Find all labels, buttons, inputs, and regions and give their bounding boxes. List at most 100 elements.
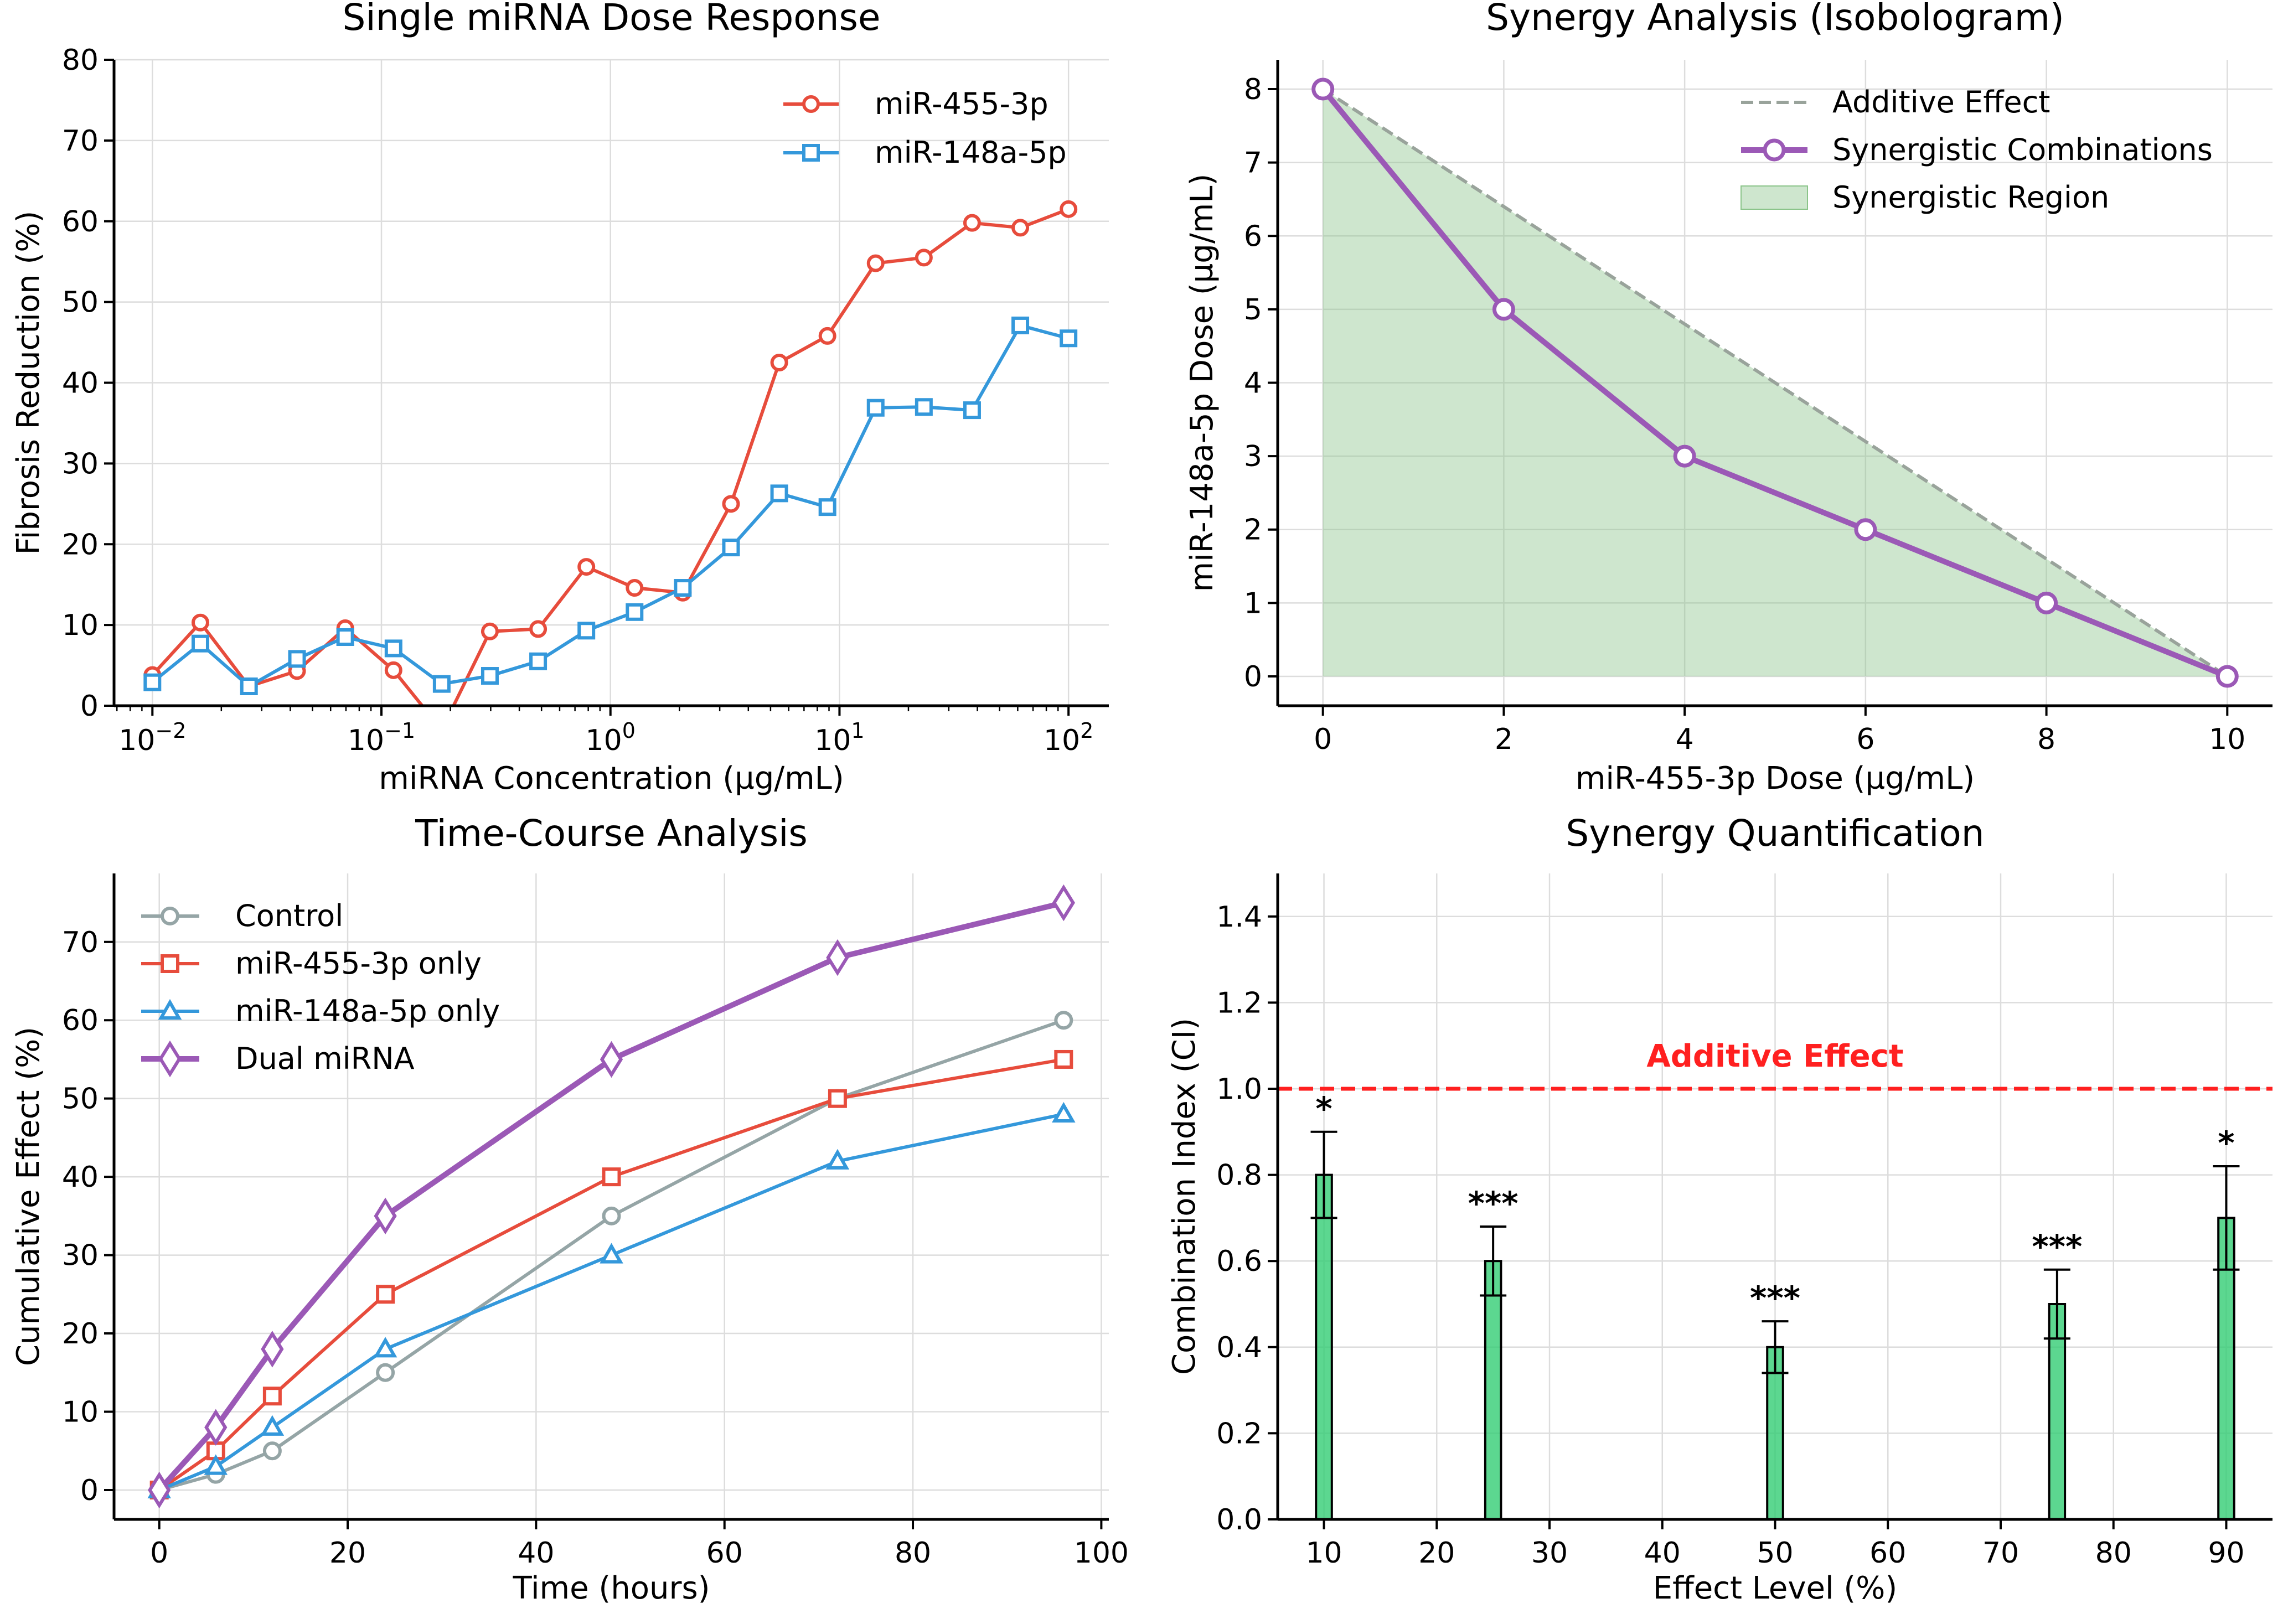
time-course-panel: 0 10 20 30 40 50 60 70 0 20 40 60 80 100 Time-Course A…: [11, 812, 1129, 1606]
time-data-point: [1052, 1101, 1076, 1123]
time-legend-marker: [158, 999, 182, 1020]
dose-x-axis-label: miRNA Concentration (µg/mL): [379, 761, 844, 797]
time-legend-label: Dual miRNA: [235, 1041, 415, 1076]
dose-legend-label: miR-148a-5p: [875, 135, 1067, 170]
dose-data-point: [818, 498, 836, 516]
ci-y-tick-label: 0.0: [1216, 1503, 1262, 1537]
time-legend-label: Control: [235, 898, 343, 933]
ci-x-tick-label: 70: [1982, 1537, 2019, 1570]
dose-data-point: [674, 579, 692, 597]
ci-y-axis-label: Combination Index (CI): [1166, 1018, 1202, 1375]
ci-significance-label: ***: [1750, 1279, 1800, 1317]
dose-data-point: [915, 249, 933, 267]
iso-legend-synergy-label: Synergistic Combinations: [1832, 132, 2213, 167]
ci-bar: [1315, 1173, 1333, 1521]
time-data-point: [826, 939, 849, 976]
dose-x-tick-label: 10−1: [348, 718, 415, 757]
ci-bar: [1766, 1346, 1784, 1521]
dose-response-panel: 0 10 20 30 40 50 60 70 80 10−2 10−1 100 101 102 Single…: [11, 0, 1109, 797]
dose-data-point: [191, 613, 209, 632]
dose-y-tick-label: 30: [62, 447, 99, 480]
time-y-tick-label: 40: [62, 1161, 99, 1194]
iso-legend-synergy-marker: [1763, 138, 1786, 162]
dose-data-point: [481, 622, 499, 640]
iso-x-tick-label: 4: [1676, 723, 1694, 756]
time-data-point: [262, 1387, 282, 1406]
dose-series-group: [143, 200, 1078, 706]
dose-data-point: [770, 484, 788, 503]
iso-additive-line: [1322, 87, 2228, 678]
time-legend-marker: [161, 954, 179, 973]
dose-data-point: [1011, 219, 1030, 237]
iso-legend-region-label: Synergistic Region: [1832, 180, 2109, 215]
time-x-tick-label: 20: [329, 1537, 366, 1570]
time-legend-label: miR-455-3p only: [235, 946, 482, 981]
time-data-point: [1054, 1011, 1073, 1030]
synergy-quantification-panel: 0.0 0.2 0.4 0.6 0.8 1.0 1.2 1.4 10 20 30 40 50 60 70 80…: [1166, 812, 2272, 1606]
time-data-point: [373, 1337, 397, 1358]
time-y-tick-label: 20: [62, 1317, 99, 1351]
dose-data-point: [1060, 329, 1078, 348]
ci-significance-label: *: [1315, 1090, 1332, 1128]
dose-y-axis-label: Fibrosis Reduction (%): [11, 211, 47, 555]
ci-y-tick-label: 0.4: [1216, 1331, 1262, 1364]
dose-data-point: [577, 622, 596, 640]
time-data-point: [825, 1149, 850, 1170]
ci-x-tick-label: 90: [2208, 1537, 2244, 1570]
dose-y-tick-label: 50: [62, 286, 99, 319]
dose-data-point: [143, 673, 162, 691]
ci-y-tick-label: 1.4: [1216, 901, 1262, 934]
time-y-tick-label: 50: [62, 1083, 99, 1116]
dose-data-point: [722, 495, 740, 513]
time-y-tick-label: 30: [62, 1239, 99, 1273]
time-x-tick-label: 0: [150, 1537, 168, 1570]
time-chart-title: Time-Course Analysis: [415, 812, 808, 855]
iso-x-tick-label: 8: [2037, 723, 2055, 756]
iso-y-tick-label: 1: [1244, 587, 1262, 620]
iso-y-tick-label: 3: [1244, 440, 1262, 473]
dose-data-point: [818, 327, 836, 345]
dose-x-tick-label: 101: [814, 718, 864, 757]
time-y-tick-label: 10: [62, 1396, 99, 1429]
dose-x-tick-label: 10−2: [118, 718, 186, 757]
iso-y-tick-label: 6: [1244, 220, 1262, 253]
dose-y-tick-label: 10: [62, 609, 99, 642]
dose-data-point: [722, 539, 740, 557]
dose-y-tick-label: 40: [62, 367, 99, 400]
time-data-point: [1054, 1049, 1073, 1069]
ci-x-tick-label: 10: [1305, 1537, 1342, 1570]
time-data-point: [204, 1409, 228, 1446]
dose-legend-marker: [802, 95, 820, 113]
dose-data-point: [384, 639, 402, 658]
time-legend-marker: [158, 1040, 182, 1078]
dose-data-point: [915, 398, 933, 416]
time-data-point: [602, 1167, 621, 1187]
time-data-point: [374, 1197, 397, 1235]
iso-x-tick-label: 0: [1314, 723, 1332, 756]
ci-y-tick-label: 0.8: [1216, 1159, 1262, 1192]
dose-y-tick-label: 60: [62, 205, 99, 239]
ci-x-axis-label: Effect Level (%): [1653, 1570, 1898, 1606]
time-data-point: [600, 1041, 623, 1078]
dose-y-tick-label: 80: [62, 44, 99, 77]
dose-data-point: [577, 558, 596, 576]
time-data-point: [148, 1471, 171, 1509]
time-data-point: [260, 1415, 285, 1436]
dose-y-tick-label: 20: [62, 528, 99, 561]
dose-y-tick-label: 70: [62, 125, 99, 158]
time-y-tick-label: 60: [62, 1004, 99, 1037]
dose-data-point: [866, 254, 885, 272]
dose-data-point: [626, 603, 644, 621]
iso-data-point: [1311, 77, 1335, 101]
dose-data-point: [529, 652, 548, 670]
iso-synergy-line: [1320, 87, 2229, 679]
dose-data-point: [191, 634, 209, 653]
time-data-point: [1052, 884, 1075, 922]
isobologram-panel: 0 1 2 3 4 5 6 7 8 0 2 4 6 8 10 Synergy Analysis (Isobol…: [1184, 0, 2272, 797]
ci-significance-label: ***: [1468, 1185, 1519, 1222]
time-data-point: [602, 1206, 621, 1225]
time-x-tick-label: 80: [895, 1537, 931, 1570]
dose-x-tick-label: 100: [586, 718, 636, 757]
iso-data-point: [1492, 298, 1515, 321]
time-data-point: [262, 1441, 282, 1461]
